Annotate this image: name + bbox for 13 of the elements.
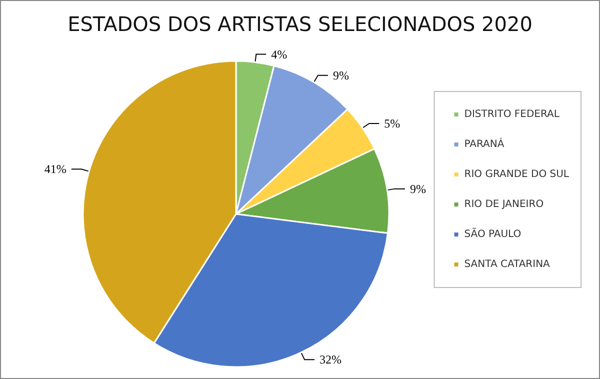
legend-label: RIO GRANDE DO SUL <box>464 169 570 180</box>
legend-label: SANTA CATARINA <box>464 259 550 270</box>
data-label: 9% <box>410 182 426 196</box>
legend-label: DISTRITO FEDERAL <box>464 109 560 120</box>
data-label: 9% <box>332 68 349 82</box>
data-label: 41% <box>44 162 66 176</box>
data-label: 4% <box>271 47 288 62</box>
data-label: 5% <box>384 116 400 131</box>
legend-label: SÃO PAULO <box>464 227 522 240</box>
legend-label: RIO DE JANEIRO <box>464 199 544 210</box>
data-label: 32% <box>320 352 342 367</box>
legend-label: PARANÁ <box>464 137 504 150</box>
chart-title: ESTADOS DOS ARTISTAS SELECIONADOS 2020 <box>68 12 532 36</box>
